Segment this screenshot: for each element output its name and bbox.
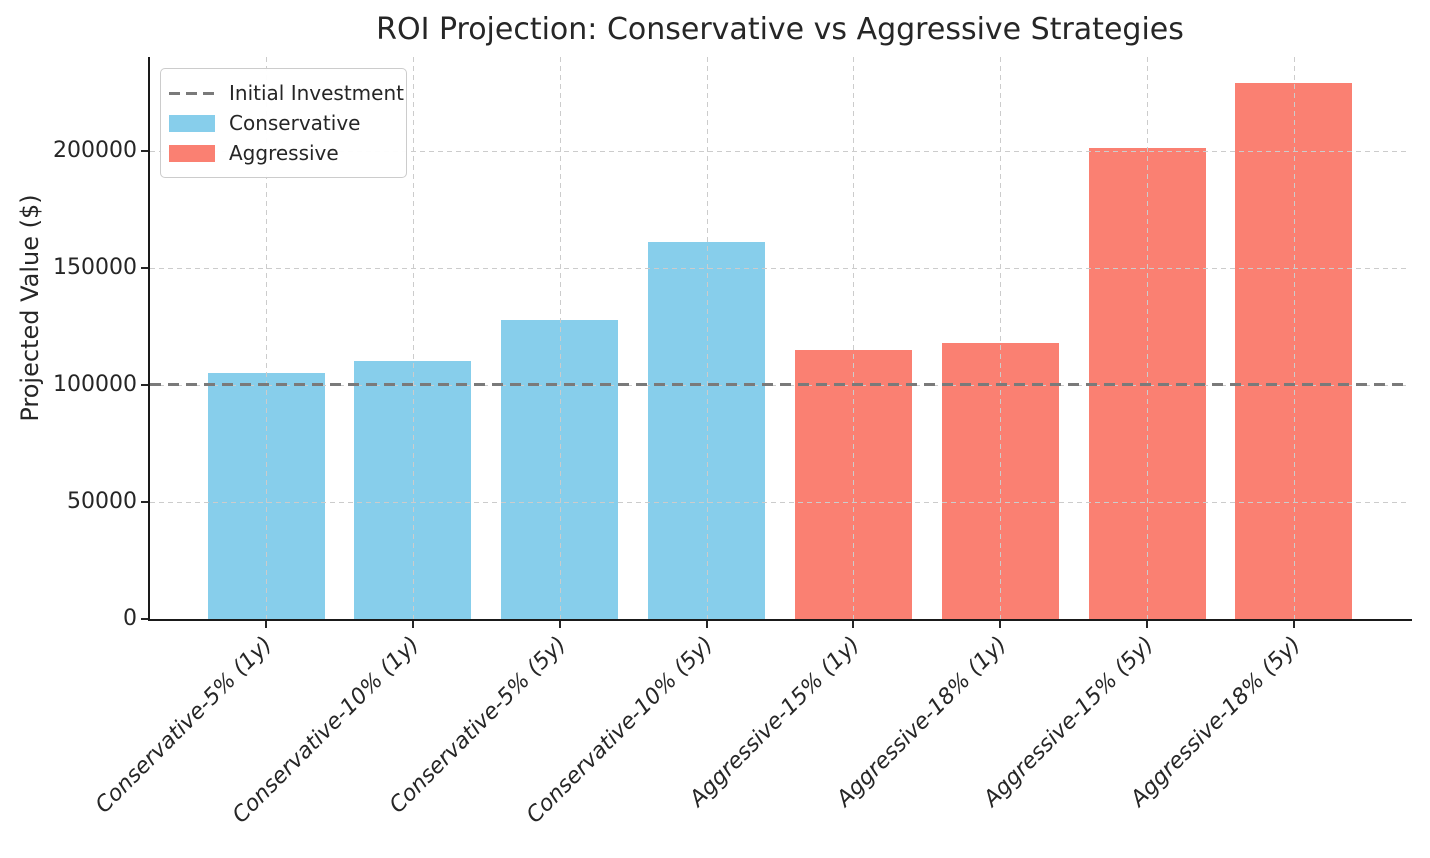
horizontal-gridline bbox=[150, 267, 1410, 269]
x-tick-label-aggressive-15-5y: Aggressive-15% (5y) bbox=[979, 632, 1159, 812]
legend-label: Initial Investment bbox=[229, 81, 404, 105]
x-tick-mark bbox=[411, 621, 414, 628]
y-tick-mark bbox=[141, 618, 149, 620]
vertical-gridline bbox=[1293, 57, 1295, 619]
legend-label: Conservative bbox=[229, 111, 361, 135]
y-tick-mark bbox=[141, 500, 149, 503]
chart-title: ROI Projection: Conservative vs Aggressi… bbox=[376, 12, 1184, 47]
x-tick-label-aggressive-18-5y: Aggressive-18% (5y) bbox=[1125, 632, 1306, 812]
vertical-gridline bbox=[412, 57, 414, 619]
x-tick-mark bbox=[558, 621, 561, 628]
x-tick-mark bbox=[1146, 621, 1149, 628]
y-axis-spine bbox=[148, 57, 150, 621]
y-tick-label: 0 bbox=[123, 606, 137, 631]
x-tick-mark bbox=[705, 621, 708, 628]
vertical-gridline bbox=[266, 57, 267, 619]
horizontal-gridline bbox=[150, 150, 1410, 152]
x-tick-label-aggressive-18-1y: Aggressive-18% (1y) bbox=[832, 632, 1012, 812]
vertical-gridline bbox=[706, 57, 708, 619]
y-tick-mark bbox=[141, 266, 149, 269]
vertical-gridline bbox=[853, 57, 855, 619]
x-axis-spine bbox=[148, 619, 1412, 621]
vertical-gridline bbox=[1147, 57, 1149, 619]
y-tick-label: 150000 bbox=[53, 254, 137, 280]
y-tick-mark bbox=[141, 383, 149, 386]
legend-item-conservative: Conservative bbox=[169, 108, 394, 138]
legend: Initial Investment Conservative Aggressi… bbox=[160, 68, 407, 178]
x-tick-mark bbox=[852, 621, 855, 628]
horizontal-gridline bbox=[150, 501, 1410, 503]
dashed-line-swatch bbox=[169, 91, 215, 95]
vertical-gridline bbox=[559, 57, 561, 619]
y-tick-mark bbox=[141, 149, 149, 152]
y-tick-label: 200000 bbox=[53, 137, 137, 163]
plot-area bbox=[150, 57, 1410, 619]
vertical-gridline bbox=[1000, 57, 1002, 619]
x-tick-label-aggressive-15-1y: Aggressive-15% (1y) bbox=[685, 632, 866, 812]
legend-item-aggressive: Aggressive bbox=[169, 138, 394, 168]
x-tick-mark bbox=[999, 621, 1002, 628]
y-tick-label: 50000 bbox=[67, 488, 137, 514]
initial-investment-line bbox=[150, 383, 1410, 387]
legend-label: Aggressive bbox=[229, 141, 339, 165]
conservative-color-swatch bbox=[169, 114, 215, 132]
x-tick-mark bbox=[1292, 621, 1295, 628]
legend-item-initial-investment: Initial Investment bbox=[169, 78, 404, 108]
aggressive-color-swatch bbox=[169, 144, 215, 162]
x-tick-mark bbox=[265, 621, 267, 628]
y-tick-label: 100000 bbox=[53, 371, 137, 397]
